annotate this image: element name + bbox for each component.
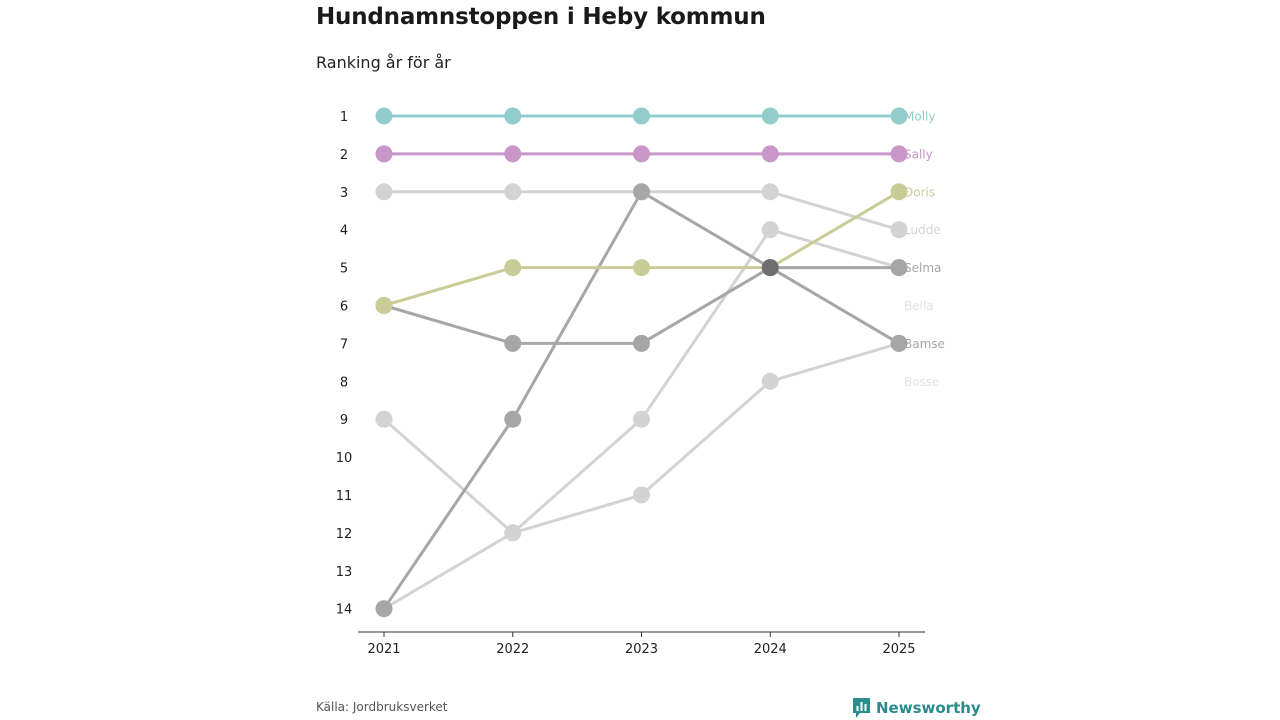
data-point-sally (375, 145, 393, 163)
series-label-ludde: Ludde (904, 223, 941, 237)
series-points (375, 107, 908, 618)
overlap-point (761, 259, 779, 277)
y-tick-label: 1 (340, 110, 348, 125)
data-point-bamse (890, 334, 908, 352)
data-point-bosse (761, 372, 779, 390)
y-tick-label: 11 (336, 489, 353, 504)
x-tick-label: 2024 (754, 642, 787, 657)
data-point-selma (504, 410, 522, 428)
data-point-bosse (633, 486, 650, 504)
data-point-bamse (633, 334, 650, 352)
y-tick-label: 3 (340, 186, 348, 201)
y-tick-label: 2 (340, 148, 348, 163)
data-point-bella (761, 221, 779, 239)
y-tick-label: 9 (340, 413, 348, 428)
y-tick-label: 10 (336, 451, 353, 466)
series-label-doris: Doris (904, 185, 935, 199)
data-point-molly (504, 107, 522, 125)
series-label-selma: Selma (904, 261, 941, 275)
data-point-molly (633, 107, 650, 125)
data-point-ludde (504, 183, 522, 201)
data-point-doris (633, 259, 650, 277)
data-point-sally (761, 145, 779, 163)
x-axis-ticks: 2021 2022 2023 2024 2025 (367, 632, 916, 657)
data-point-bamse (504, 334, 522, 352)
y-tick-label: 6 (340, 300, 348, 315)
series-label-bella: Bella (904, 299, 934, 313)
y-tick-label: 4 (340, 224, 348, 239)
series-label-sally: Sally (904, 147, 933, 161)
brand-name: Newsworthy (876, 699, 981, 717)
chart-title: Hundnamnstoppen i Heby kommun (316, 4, 766, 30)
series-line-selma (382, 190, 901, 611)
data-point-sally (890, 145, 908, 163)
y-tick-label: 7 (340, 337, 348, 352)
series-line-bamse (382, 266, 901, 345)
data-point-bella (375, 410, 393, 428)
data-point-selma (633, 183, 650, 201)
chart-subtitle: Ranking år för år (316, 53, 451, 72)
series-label-bosse: Bosse (904, 375, 939, 389)
series-labels: Molly Sally Ludde Doris Selma Bamse Bella Bosse (904, 110, 945, 389)
series-label-molly: Molly (904, 110, 935, 124)
x-tick-label: 2022 (496, 642, 529, 657)
data-point-doris (504, 259, 522, 277)
data-point-selma (375, 600, 393, 618)
data-point-bosse (504, 524, 522, 542)
data-point-sally (504, 145, 522, 163)
y-tick-label: 14 (336, 603, 353, 618)
data-point-ludde (375, 183, 393, 201)
data-point-doris (375, 297, 393, 314)
data-point-ludde (761, 183, 779, 201)
source-note: Källa: Jordbruksverket (316, 700, 448, 714)
data-point-sally (633, 145, 650, 163)
y-tick-label: 12 (336, 527, 353, 542)
data-point-molly (761, 107, 779, 125)
x-tick-label: 2023 (625, 642, 658, 657)
series-line-doris (382, 190, 901, 307)
data-point-selma (890, 259, 908, 277)
y-tick-label: 8 (340, 375, 348, 390)
data-point-bella (633, 410, 650, 428)
x-tick-label: 2021 (367, 642, 400, 657)
newsworthy-icon (853, 698, 870, 718)
brand-logo[interactable]: Newsworthy (852, 697, 981, 719)
y-tick-label: 13 (336, 565, 353, 580)
series-line-bosse (382, 341, 901, 611)
y-tick-label: 5 (340, 262, 348, 277)
series-label-bamse: Bamse (904, 337, 945, 351)
data-point-ludde (890, 221, 908, 239)
data-point-molly (375, 107, 393, 125)
data-point-doris (890, 183, 908, 201)
data-point-molly (890, 107, 908, 125)
x-tick-label: 2025 (882, 642, 915, 657)
